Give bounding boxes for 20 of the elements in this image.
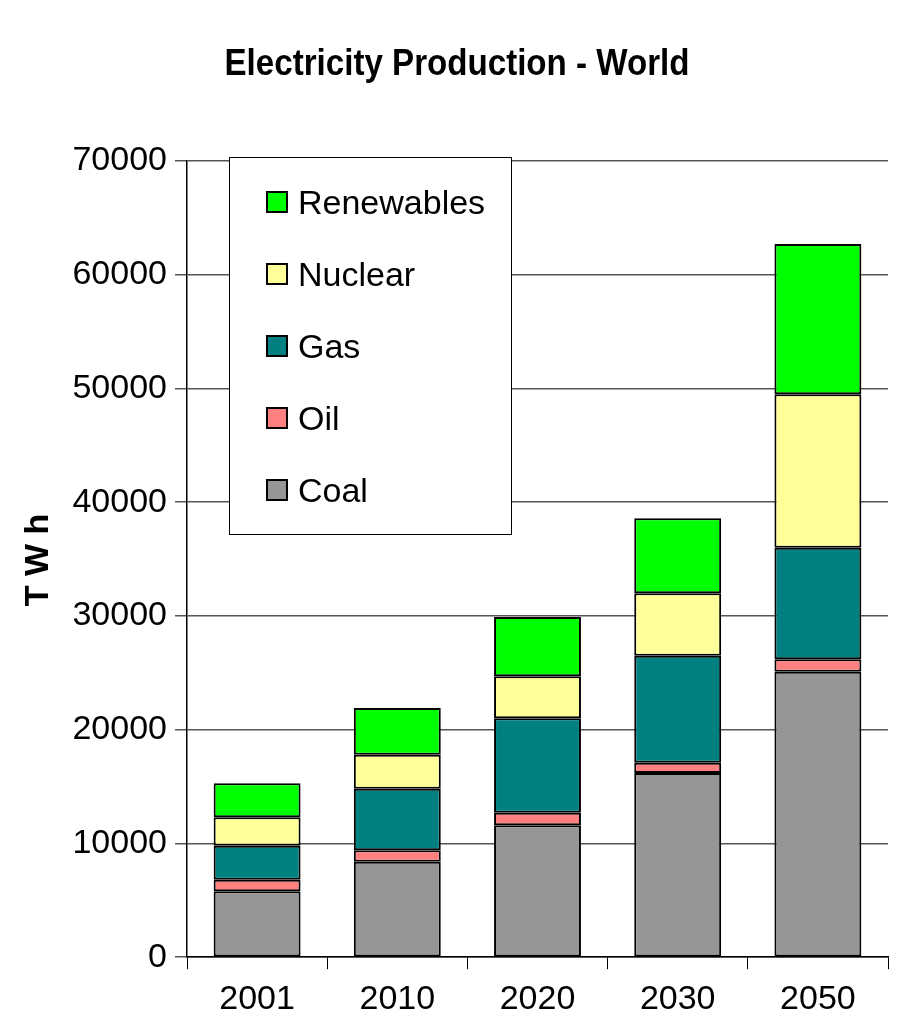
- x-tick-label: 2020: [499, 977, 576, 1016]
- x-tick-label: 2001: [219, 977, 295, 1016]
- y-tick-label: 20000: [72, 708, 167, 747]
- y-tick-label: 70000: [72, 139, 167, 178]
- y-tick-label: 0: [148, 935, 167, 974]
- legend-label: Renewables: [298, 182, 486, 222]
- y-tick-label: 50000: [72, 366, 167, 405]
- legend-label: Oil: [298, 398, 340, 438]
- y-tick-label: 30000: [72, 594, 167, 633]
- legend-label: Coal: [298, 470, 368, 510]
- legend-label: Gas: [298, 326, 361, 366]
- x-tick-label: 2050: [780, 977, 856, 1016]
- x-tick-label: 2010: [359, 977, 436, 1016]
- y-tick-label: 60000: [72, 253, 167, 292]
- y-tick-label: 10000: [72, 821, 167, 860]
- y-tick-label: 40000: [72, 480, 167, 519]
- chart-title: Electricity Production - World: [223, 42, 691, 84]
- x-tick-label: 2030: [639, 977, 716, 1016]
- y-axis-title: T W h: [16, 513, 56, 607]
- legend-label: Nuclear: [298, 254, 416, 294]
